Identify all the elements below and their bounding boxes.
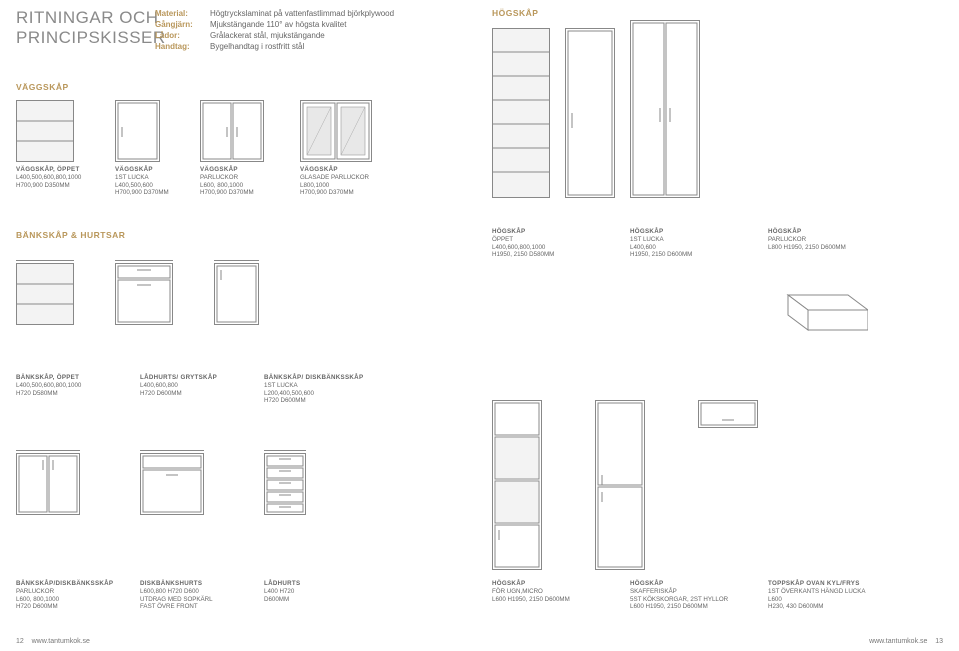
mat-value: Bygelhandtag i rostfritt stål xyxy=(210,42,304,51)
hog2-cap-2: TOPPSKÅP OVAN KYL/FRYS 1ST ÖVERKANTS HÄN… xyxy=(768,576,866,611)
bank2-cap-2: LÅDHURTS L400 H720 D600MM xyxy=(264,576,300,603)
vaggskap-3: VÄGGSKÅP GLASADE PARLUCKOR L800,1000 H70… xyxy=(300,100,372,197)
footer-left: 12 www.tantumkok.se xyxy=(16,638,90,645)
page-title: RITNINGAR OCH PRINCIPSKISSER xyxy=(16,8,166,47)
mat-value: Grålackerat stål, mjukstängande xyxy=(210,31,325,40)
mat-label: Lådor: xyxy=(155,31,210,40)
hogskap2-1 xyxy=(595,400,645,570)
hogskap-cap-1: HÖGSKÅP 1ST LUCKA L400,600 H1950, 2150 D… xyxy=(630,224,692,259)
mat-label: Gångjärn: xyxy=(155,20,210,29)
bankskap-1 xyxy=(115,260,173,325)
bank-cap-1: LÅDHURTS/ GRYTSKÅP L400,600,800 H720 D60… xyxy=(140,370,217,397)
bank-cap-0: BÄNKSKÅP, ÖPPET L400,500,600,800,1000 H7… xyxy=(16,370,81,397)
vaggskap-0: VÄGGSKÅP, ÖPPET L400,500,600,800,1000 H7… xyxy=(16,100,81,189)
mat-value: Mjukstängande 110° av högsta kvalitet xyxy=(210,20,346,29)
bankskap-2 xyxy=(214,260,259,325)
vaggskap-1: VÄGGSKÅP 1ST LUCKA L400,500,600 H700,900… xyxy=(115,100,169,197)
bank2-cap-1: DISKBÄNKSHURTS L600,800 H720 D600 UTDRAG… xyxy=(140,576,213,611)
hog2-cap-1: HÖGSKÅP SKAFFERISKÅP 5ST KÖKSKORGAR, 2ST… xyxy=(630,576,728,611)
hogskap-cap-0: HÖGSKÅP ÖPPET L400,600,800,1000 H1950, 2… xyxy=(492,224,554,259)
iso-box xyxy=(768,285,868,335)
mat-label: Handtag: xyxy=(155,42,210,51)
section-hogskap: HÖGSKÅP xyxy=(492,8,538,18)
materials-block: Material:Högtryckslaminat på vattenfastl… xyxy=(155,8,394,52)
section-vaggskap: VÄGGSKÅP xyxy=(16,82,69,92)
hogskap-cap-2: HÖGSKÅP PARLUCKOR L800 H1950, 2150 D600M… xyxy=(768,224,846,251)
title-line2: PRINCIPSKISSER xyxy=(16,28,166,48)
mat-value: Högtryckslaminat på vattenfastlimmad bjö… xyxy=(210,9,394,18)
bankskap2-1 xyxy=(140,450,204,515)
hog2-cap-0: HÖGSKÅP FÖR UGN,MICRO L600 H1950, 2150 D… xyxy=(492,576,570,603)
footer-right: www.tantumkok.se 13 xyxy=(869,638,943,645)
bank-cap-2: BÄNKSKÅP/ DISKBÄNKSSKÅP 1ST LUCKA L200,4… xyxy=(264,370,363,405)
bankskap-0 xyxy=(16,260,74,325)
title-line1: RITNINGAR OCH xyxy=(16,8,166,28)
vaggskap-2: VÄGGSKÅP PARLUCKOR L600, 800,1000 H700,9… xyxy=(200,100,264,197)
section-bankskap: BÄNKSKÅP & HURTSAR xyxy=(16,230,125,240)
bankskap2-2 xyxy=(264,450,306,515)
hogskap-pardoor xyxy=(630,20,700,198)
hogskap2-0 xyxy=(492,400,542,570)
toppskap xyxy=(698,400,758,428)
bank2-cap-0: BÄNKSKÅP/DISKBÄNKSSKÅP PARLUCKOR L600, 8… xyxy=(16,576,113,611)
hogskap-open xyxy=(492,28,550,198)
mat-label: Material: xyxy=(155,9,210,18)
bankskap2-0 xyxy=(16,450,80,515)
hogskap-1door xyxy=(565,28,615,198)
